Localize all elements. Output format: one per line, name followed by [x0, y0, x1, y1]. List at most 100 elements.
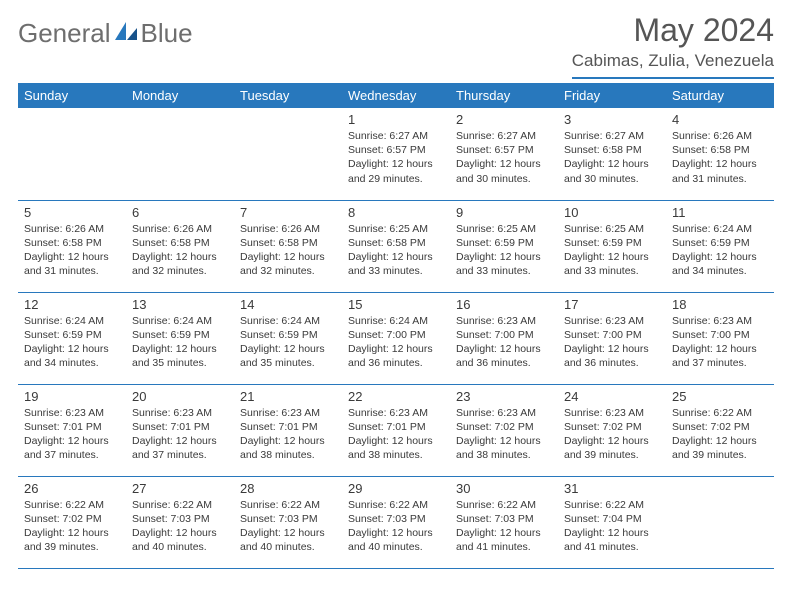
day-text: Sunrise: 6:25 AMSunset: 6:58 PMDaylight:…: [348, 222, 444, 279]
day-text: Sunrise: 6:26 AMSunset: 6:58 PMDaylight:…: [240, 222, 336, 279]
dow-mon: Monday: [126, 83, 234, 108]
dow-wed: Wednesday: [342, 83, 450, 108]
day-text: Sunrise: 6:24 AMSunset: 6:59 PMDaylight:…: [132, 314, 228, 371]
day-text: Sunrise: 6:24 AMSunset: 6:59 PMDaylight:…: [240, 314, 336, 371]
calendar-cell: 4Sunrise: 6:26 AMSunset: 6:58 PMDaylight…: [666, 108, 774, 200]
day-text: Sunrise: 6:22 AMSunset: 7:02 PMDaylight:…: [24, 498, 120, 555]
day-number: 30: [456, 481, 552, 496]
calendar-cell: 16 Sunrise: 6:23 AMSunset: 7:00 PMDayligh…: [450, 292, 558, 384]
day-number: 8: [348, 205, 444, 220]
day-text: Sunrise: 6:26 AMSunset: 6:58 PMDaylight:…: [132, 222, 228, 279]
calendar-cell: 19 Sunrise: 6:23 AMSunset: 7:01 PMDayligh…: [18, 384, 126, 476]
calendar-cell: 8 Sunrise: 6:25 AMSunset: 6:58 PMDaylight…: [342, 200, 450, 292]
calendar-cell: 2Sunrise: 6:27 AMSunset: 6:57 PMDaylight…: [450, 108, 558, 200]
calendar-cell: 17 Sunrise: 6:23 AMSunset: 7:00 PMDayligh…: [558, 292, 666, 384]
day-number: 13: [132, 297, 228, 312]
day-number: 17: [564, 297, 660, 312]
calendar-cell: 26 Sunrise: 6:22 AMSunset: 7:02 PMDayligh…: [18, 476, 126, 568]
calendar-cell: 20 Sunrise: 6:23 AMSunset: 7:01 PMDayligh…: [126, 384, 234, 476]
day-number: 16: [456, 297, 552, 312]
day-number: 26: [24, 481, 120, 496]
day-number: 9: [456, 205, 552, 220]
day-text: Sunrise: 6:23 AMSunset: 7:01 PMDaylight:…: [24, 406, 120, 463]
day-number: 25: [672, 389, 768, 404]
calendar-cell: 12 Sunrise: 6:24 AMSunset: 6:59 PMDayligh…: [18, 292, 126, 384]
day-text: Sunrise: 6:23 AMSunset: 7:00 PMDaylight:…: [672, 314, 768, 371]
day-text: Sunrise: 6:22 AMSunset: 7:02 PMDaylight:…: [672, 406, 768, 463]
day-text: Sunrise: 6:22 AMSunset: 7:03 PMDaylight:…: [240, 498, 336, 555]
calendar-row: 26 Sunrise: 6:22 AMSunset: 7:02 PMDayligh…: [18, 476, 774, 568]
calendar-cell: 23 Sunrise: 6:23 AMSunset: 7:02 PMDayligh…: [450, 384, 558, 476]
calendar-cell: 18 Sunrise: 6:23 AMSunset: 7:00 PMDayligh…: [666, 292, 774, 384]
day-number: 3: [564, 112, 660, 127]
day-number: 4: [672, 112, 768, 127]
day-text: Sunrise: 6:23 AMSunset: 7:01 PMDaylight:…: [132, 406, 228, 463]
dow-tue: Tuesday: [234, 83, 342, 108]
day-number: 20: [132, 389, 228, 404]
sail-icon: [113, 20, 139, 47]
day-text: Sunrise: 6:24 AMSunset: 6:59 PMDaylight:…: [24, 314, 120, 371]
dow-sun: Sunday: [18, 83, 126, 108]
calendar-cell: [126, 108, 234, 200]
calendar-cell: 5Sunrise: 6:26 AMSunset: 6:58 PMDaylight…: [18, 200, 126, 292]
day-number: 1: [348, 112, 444, 127]
day-number: 28: [240, 481, 336, 496]
calendar-row: 1 Sunrise: 6:27 AMSunset: 6:57 PMDaylight…: [18, 108, 774, 200]
day-number: 14: [240, 297, 336, 312]
calendar-cell: [666, 476, 774, 568]
day-number: 15: [348, 297, 444, 312]
day-text: Sunrise: 6:23 AMSunset: 7:02 PMDaylight:…: [456, 406, 552, 463]
calendar-cell: 9 Sunrise: 6:25 AMSunset: 6:59 PMDaylight…: [450, 200, 558, 292]
day-number: 7: [240, 205, 336, 220]
day-text: Sunrise: 6:24 AMSunset: 6:59 PMDaylight:…: [672, 222, 768, 279]
day-text: Sunrise: 6:24 AMSunset: 7:00 PMDaylight:…: [348, 314, 444, 371]
calendar-cell: [18, 108, 126, 200]
calendar-cell: 14 Sunrise: 6:24 AMSunset: 6:59 PMDayligh…: [234, 292, 342, 384]
day-text: Sunrise: 6:22 AMSunset: 7:03 PMDaylight:…: [132, 498, 228, 555]
dow-sat: Saturday: [666, 83, 774, 108]
calendar-cell: 22 Sunrise: 6:23 AMSunset: 7:01 PMDayligh…: [342, 384, 450, 476]
day-text: Sunrise: 6:22 AMSunset: 7:04 PMDaylight:…: [564, 498, 660, 555]
day-number: 5: [24, 205, 120, 220]
day-number: 22: [348, 389, 444, 404]
day-number: 6: [132, 205, 228, 220]
header: General Blue May 2024 Cabimas, Zulia, Ve…: [18, 12, 774, 79]
day-text: Sunrise: 6:22 AMSunset: 7:03 PMDaylight:…: [456, 498, 552, 555]
day-text: Sunrise: 6:23 AMSunset: 7:01 PMDaylight:…: [348, 406, 444, 463]
calendar-cell: 10Sunrise: 6:25 AMSunset: 6:59 PMDayligh…: [558, 200, 666, 292]
day-text: Sunrise: 6:25 AMSunset: 6:59 PMDaylight:…: [456, 222, 552, 279]
calendar-cell: 7 Sunrise: 6:26 AMSunset: 6:58 PMDaylight…: [234, 200, 342, 292]
day-number: 27: [132, 481, 228, 496]
calendar-cell: 1 Sunrise: 6:27 AMSunset: 6:57 PMDaylight…: [342, 108, 450, 200]
calendar-cell: 6 Sunrise: 6:26 AMSunset: 6:58 PMDaylight…: [126, 200, 234, 292]
calendar-cell: 30 Sunrise: 6:22 AMSunset: 7:03 PMDayligh…: [450, 476, 558, 568]
calendar-cell: 21Sunrise: 6:23 AMSunset: 7:01 PMDayligh…: [234, 384, 342, 476]
day-number: 12: [24, 297, 120, 312]
calendar-cell: 11 Sunrise: 6:24 AMSunset: 6:59 PMDayligh…: [666, 200, 774, 292]
day-text: Sunrise: 6:27 AMSunset: 6:58 PMDaylight:…: [564, 129, 660, 186]
calendar-cell: 25 Sunrise: 6:22 AMSunset: 7:02 PMDayligh…: [666, 384, 774, 476]
brand-name-a: General: [18, 18, 111, 49]
calendar-cell: 24Sunrise: 6:23 AMSunset: 7:02 PMDayligh…: [558, 384, 666, 476]
calendar-row: 19 Sunrise: 6:23 AMSunset: 7:01 PMDayligh…: [18, 384, 774, 476]
calendar-cell: 27 Sunrise: 6:22 AMSunset: 7:03 PMDayligh…: [126, 476, 234, 568]
dow-row: Sunday Monday Tuesday Wednesday Thursday…: [18, 83, 774, 108]
day-text: Sunrise: 6:23 AMSunset: 7:00 PMDaylight:…: [564, 314, 660, 371]
dow-fri: Friday: [558, 83, 666, 108]
day-number: 19: [24, 389, 120, 404]
day-number: 11: [672, 205, 768, 220]
calendar-cell: 3 Sunrise: 6:27 AMSunset: 6:58 PMDaylight…: [558, 108, 666, 200]
calendar-row: 12 Sunrise: 6:24 AMSunset: 6:59 PMDayligh…: [18, 292, 774, 384]
day-text: Sunrise: 6:23 AMSunset: 7:01 PMDaylight:…: [240, 406, 336, 463]
calendar-cell: 29Sunrise: 6:22 AMSunset: 7:03 PMDayligh…: [342, 476, 450, 568]
day-text: Sunrise: 6:23 AMSunset: 7:00 PMDaylight:…: [456, 314, 552, 371]
day-number: 31: [564, 481, 660, 496]
calendar-body: 1 Sunrise: 6:27 AMSunset: 6:57 PMDaylight…: [18, 108, 774, 568]
calendar-table: Sunday Monday Tuesday Wednesday Thursday…: [18, 83, 774, 569]
day-text: Sunrise: 6:27 AMSunset: 6:57 PMDaylight:…: [348, 129, 444, 186]
day-number: 23: [456, 389, 552, 404]
day-number: 2: [456, 112, 552, 127]
day-number: 18: [672, 297, 768, 312]
day-text: Sunrise: 6:23 AMSunset: 7:02 PMDaylight:…: [564, 406, 660, 463]
day-number: 10: [564, 205, 660, 220]
